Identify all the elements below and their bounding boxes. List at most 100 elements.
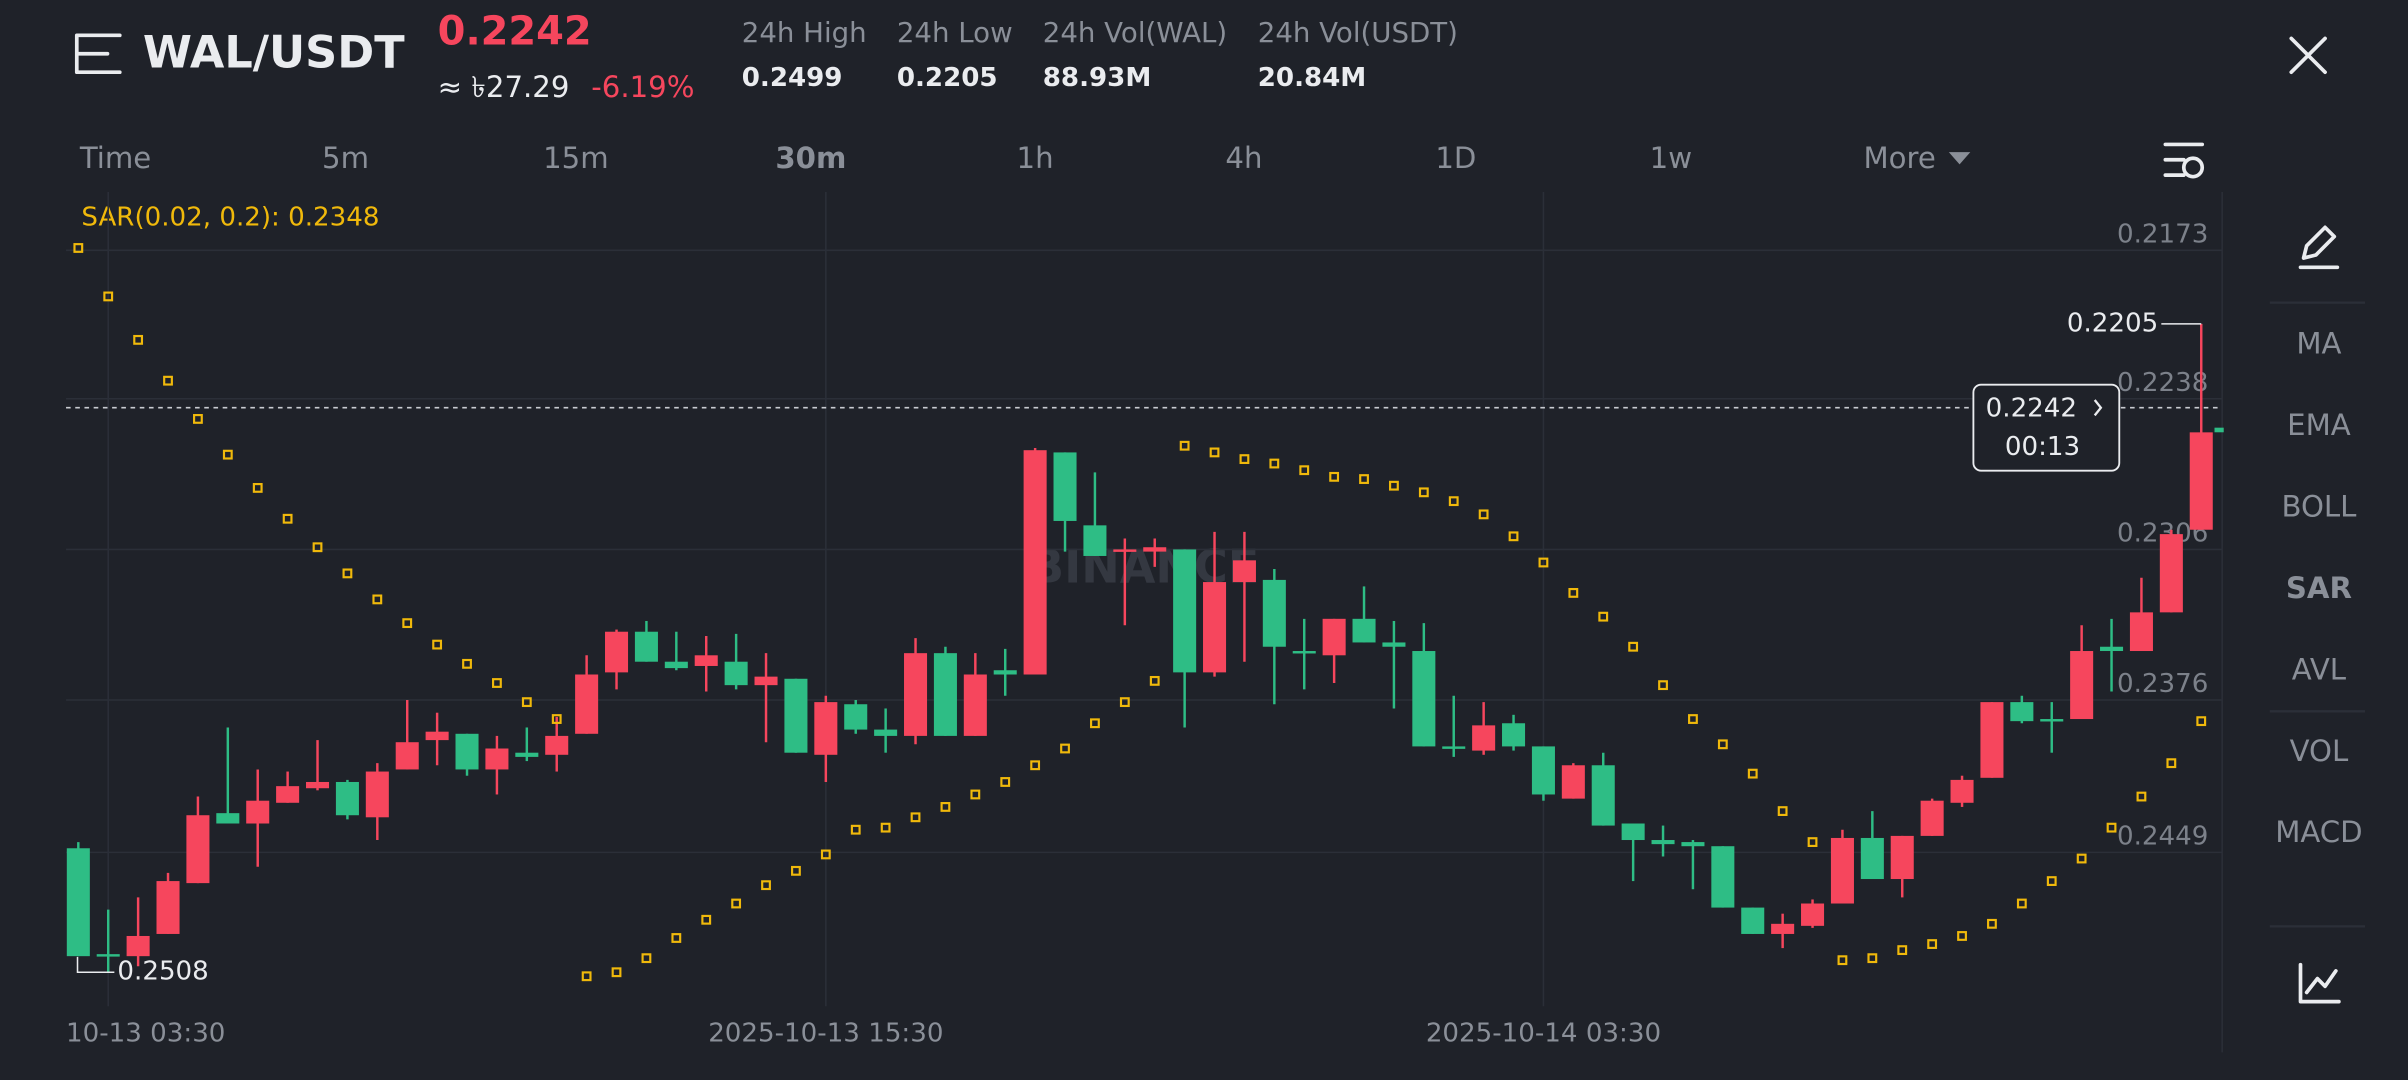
candle-body [1442,746,1466,749]
last-price-box[interactable] [1972,383,2121,472]
indicator-tab[interactable]: BOLL [2281,490,2357,524]
indicator-tab[interactable]: AVL [2292,652,2347,686]
sar-dot [2076,853,2087,864]
sar-dot [1807,837,1818,847]
sar-dot [2046,876,2057,886]
sar-dot [671,933,682,943]
last-price-arrow [2093,399,2103,417]
indicator-tab[interactable]: MACD [2275,815,2362,849]
sar-dot [1478,509,1489,520]
close-button[interactable] [2289,36,2327,75]
countdown-label: 00:13 [2005,432,2080,462]
timeframe-tab[interactable]: 4h [1225,141,1262,175]
candle-body [335,781,359,816]
dropdown-arrow [1948,152,1971,165]
sar-dot [462,658,472,669]
sar-dot [2106,822,2117,833]
candle-body [365,771,389,818]
draw-tool-button[interactable] [2298,225,2340,270]
sar-dot [1090,718,1100,729]
chart-settings-button[interactable] [2163,142,2205,179]
stat-label: 24h High [742,16,867,49]
indicator-settings-button[interactable] [2298,962,2341,1004]
sar-dot [1000,777,1011,787]
timeframe-tab[interactable]: Time [79,141,151,175]
candle-body [724,661,748,686]
candle-body [1681,842,1705,847]
pair-name[interactable]: WAL/USDT [143,26,405,78]
menu-button[interactable] [74,33,122,75]
high-marker-label: 0.2508 [117,957,208,987]
sar-dot [1867,953,1878,964]
candle-body [993,670,1017,675]
sar-dot [1747,768,1758,779]
candle-body [844,704,868,730]
sar-dot [850,824,861,835]
x-tick-label: 10-13 03:30 [66,1018,225,1048]
indicator-tab[interactable]: VOL [2290,734,2349,768]
candle-body [2159,534,2183,613]
sar-dot [1119,697,1130,708]
candle-body [1352,618,1376,643]
candle-body [1472,725,1496,751]
indicator-tab[interactable]: MA [2296,327,2341,361]
candle-body [2189,432,2213,530]
timeframe-tab[interactable]: 5m [322,141,369,175]
stat-value: 0.2499 [742,63,843,93]
candle-body [2129,612,2153,652]
close-icon [2289,36,2327,75]
candle-body [545,735,569,755]
pencil-icon [2298,225,2340,270]
candle-body [216,813,240,824]
candle-body [276,786,300,803]
sar-dot [1329,471,1340,482]
candle-body [455,733,479,770]
timeframe-tab[interactable]: 1w [1650,141,1692,175]
timeframe-tab[interactable]: 15m [543,141,609,175]
candle-body [186,815,210,884]
last-price: 0.2242 [438,8,592,54]
timeframe-tab[interactable]: 30m [775,141,846,175]
indicator-tab[interactable]: EMA [2287,408,2351,442]
sar-dot [103,291,114,302]
sar-dot [222,449,233,460]
sar-dot [1957,931,1967,941]
y-tick-label: 0.2376 [2117,669,2208,699]
candle-body [246,800,270,824]
sar-dot [1389,480,1399,491]
sar-dot [1837,955,1848,966]
sar-dot [252,482,263,493]
candle-body [1980,702,2004,778]
candle-body [1771,923,1795,934]
sar-dot [2016,898,2027,909]
sar-dot [1598,611,1609,622]
candle-body [515,752,539,757]
chart: SAR(0.02, 0.2): 0.2348 BINANCE 0.21730.2… [66,192,2224,1053]
timeframe-tab[interactable]: 1h [1017,141,1054,175]
high-marker-line [76,956,115,974]
timeframe-tab[interactable]: More [1864,141,1936,175]
candle-body [1741,907,1765,934]
candle-body [874,729,898,736]
sar-dot [312,542,323,553]
sar-dot [1269,458,1280,469]
last-price-tick [2214,427,2224,433]
sar-dot [1418,487,1429,498]
sar-dot [1149,675,1160,686]
indicator-tab[interactable]: SAR [2286,571,2352,605]
timeframe-tab[interactable]: 1D [1435,141,1476,175]
candle-body [694,655,718,666]
candle-body [1651,840,1675,845]
candle-body [156,881,180,934]
candle-body [126,935,150,957]
candle-body [1143,547,1167,552]
indicator-label: SAR(0.02, 0.2): 0.2348 [81,203,379,233]
candle-body [1711,846,1735,908]
sar-dot [970,789,981,800]
sar-dot [880,822,891,833]
sar-dot [133,334,144,345]
candle-body [963,674,987,736]
candle-body [933,653,957,736]
